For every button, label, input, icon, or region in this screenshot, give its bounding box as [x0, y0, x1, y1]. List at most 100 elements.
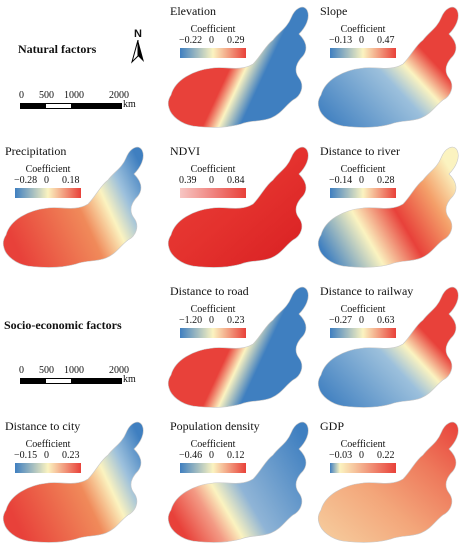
map-panel-elevation: Elevation Coefficient −0.22 0 0.29 — [165, 0, 315, 135]
panel-title: Distance to railway — [320, 284, 414, 298]
legend-color-ramp — [330, 188, 396, 198]
legend: Coefficient −0.28 0 0.18 — [12, 164, 84, 198]
scale-tick-1000: 1000 — [64, 90, 84, 101]
natural-factors-label: Natural factors — [18, 42, 97, 56]
north-arrow-icon: N — [128, 28, 148, 64]
legend-zero: 0 — [359, 315, 364, 326]
legend-title: Coefficient — [340, 304, 386, 315]
map-panel-dist-river: Distance to river Coefficient −0.14 0 0.28 — [315, 140, 465, 275]
scale-tick-1000: 1000 — [64, 365, 84, 376]
legend-color-ramp — [180, 48, 246, 58]
legend-color-ramp — [330, 463, 396, 473]
legend-min: −1.20 — [179, 315, 203, 326]
legend-min: −0.13 — [329, 35, 353, 46]
legend-max: 0.28 — [377, 175, 395, 186]
choropleth-map — [2, 421, 144, 543]
study-region — [317, 421, 459, 543]
legend-min: −0.15 — [14, 450, 38, 461]
legend: Coefficient −0.13 0 0.47 — [327, 24, 399, 58]
legend: Coefficient −0.15 0 0.23 — [12, 439, 84, 473]
panel-title: GDP — [320, 419, 345, 433]
legend: Coefficient −0.03 0 0.22 — [327, 439, 399, 473]
legend-min: 0.39 — [179, 175, 197, 186]
legend-min: −0.22 — [179, 35, 203, 46]
legend-color-ramp — [330, 48, 396, 58]
legend-title: Coefficient — [190, 439, 236, 450]
legend-color-ramp — [180, 328, 246, 338]
legend-min: −0.14 — [329, 175, 353, 186]
study-region — [317, 6, 459, 128]
legend-zero: 0 — [209, 175, 214, 186]
study-region — [167, 286, 309, 408]
legend: Coefficient 0.39 0 0.84 — [177, 164, 249, 198]
legend-title: Coefficient — [190, 164, 236, 175]
choropleth-map — [317, 146, 459, 268]
panel-title: Precipitation — [5, 144, 67, 158]
map-panel-dist-city: Distance to city Coefficient −0.15 0 0.23 — [0, 415, 150, 550]
scale-tick-2000: 2000 — [109, 90, 129, 101]
legend-min: −0.27 — [329, 315, 353, 326]
legend-color-ramp — [330, 328, 396, 338]
legend-zero: 0 — [209, 35, 214, 46]
map-panel-dist-railway: Distance to railway Coefficient −0.27 0 0.63 — [315, 280, 465, 415]
map-panel-dist-road: Distance to road Coefficient −1.20 0 0.23 — [165, 280, 315, 415]
map-panel-slope: Slope Coefficient −0.13 0 0.47 — [315, 0, 465, 135]
panel-title: NDVI — [170, 144, 200, 158]
legend-title: Coefficient — [340, 24, 386, 35]
legend-zero: 0 — [209, 315, 214, 326]
legend-zero: 0 — [359, 450, 364, 461]
scale-tick-2000: 2000 — [109, 365, 129, 376]
legend: Coefficient −0.27 0 0.63 — [327, 304, 399, 338]
legend-max: 0.12 — [227, 450, 245, 461]
study-region — [317, 286, 459, 408]
study-region — [167, 146, 309, 268]
legend-min: −0.03 — [329, 450, 353, 461]
legend: Coefficient −1.20 0 0.23 — [177, 304, 249, 338]
legend-min: −0.28 — [14, 175, 38, 186]
study-region — [167, 6, 309, 128]
legend-max: 0.29 — [227, 35, 245, 46]
legend-zero: 0 — [359, 175, 364, 186]
legend-title: Coefficient — [25, 439, 71, 450]
scale-unit: km — [123, 374, 136, 385]
legend-zero: 0 — [209, 450, 214, 461]
choropleth-map — [317, 6, 459, 128]
legend-max: 0.84 — [227, 175, 245, 186]
socio-economic-factors-label: Socio-economic factors — [4, 318, 122, 332]
scale-tick-0: 0 — [19, 365, 24, 376]
scale-bar-2: 0 500 1000 2000 km — [15, 365, 145, 395]
panel-title: Distance to river — [320, 144, 400, 158]
study-region — [2, 421, 144, 543]
legend-title: Coefficient — [25, 164, 71, 175]
map-panel-ndvi: NDVI Coefficient 0.39 0 0.84 — [165, 140, 315, 275]
legend-color-ramp — [180, 463, 246, 473]
legend: Coefficient −0.22 0 0.29 — [177, 24, 249, 58]
choropleth-map — [167, 146, 309, 268]
study-region — [317, 146, 459, 268]
legend-color-ramp — [15, 188, 81, 198]
legend: Coefficient −0.46 0 0.12 — [177, 439, 249, 473]
panel-title: Elevation — [170, 4, 216, 18]
choropleth-map — [167, 6, 309, 128]
choropleth-map — [167, 286, 309, 408]
choropleth-map — [2, 146, 144, 268]
map-panel-pop-density: Population density Coefficient −0.46 0 0.12 — [165, 415, 315, 550]
panel-title: Population density — [170, 419, 260, 433]
legend-max: 0.23 — [227, 315, 245, 326]
legend-title: Coefficient — [190, 304, 236, 315]
choropleth-map — [317, 286, 459, 408]
legend-max: 0.18 — [62, 175, 80, 186]
study-region — [2, 146, 144, 268]
panel-title: Slope — [320, 4, 348, 18]
panel-title: Distance to road — [170, 284, 249, 298]
choropleth-map — [317, 421, 459, 543]
legend-title: Coefficient — [190, 24, 236, 35]
scale-unit: km — [123, 99, 136, 110]
study-region — [167, 421, 309, 543]
choropleth-map — [167, 421, 309, 543]
legend-zero: 0 — [359, 35, 364, 46]
scale-bar: 0 500 1000 2000 km — [15, 90, 145, 120]
legend-max: 0.22 — [377, 450, 395, 461]
legend-title: Coefficient — [340, 439, 386, 450]
scale-tick-500: 500 — [39, 90, 54, 101]
